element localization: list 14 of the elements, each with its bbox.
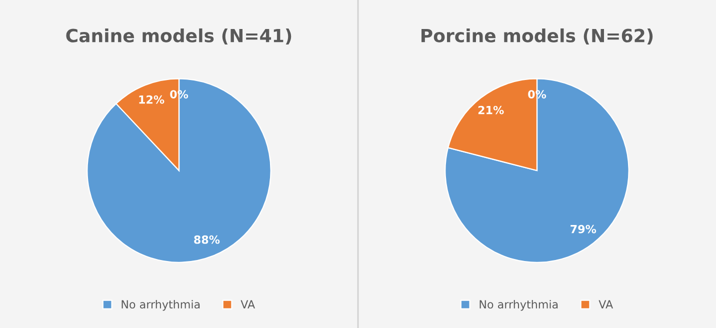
pie-slice [444, 78, 630, 263]
legend-label: No arrhythmia [480, 300, 558, 311]
chart-title: Canine models (N=41) [66, 28, 292, 45]
legend-label: VA [598, 300, 614, 308]
chart-title: Porcine models (N=62) [422, 28, 653, 45]
legend-label: No arrhythmia [122, 300, 200, 311]
pie-slice [86, 78, 272, 263]
data-label: 21% [478, 106, 504, 114]
text: 0% [170, 90, 188, 98]
data-label: 88% [194, 235, 220, 244]
legend-label: VA [240, 300, 256, 308]
data-label: 12% [139, 95, 164, 104]
text: 0% [528, 90, 546, 98]
data-label: 79% [570, 224, 596, 234]
